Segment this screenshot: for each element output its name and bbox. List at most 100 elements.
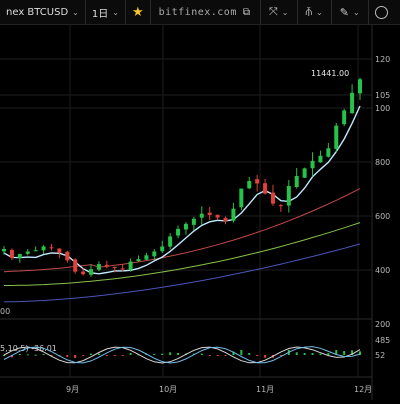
indicator-bar	[359, 351, 361, 355]
candle-body	[278, 205, 283, 207]
candle-body	[89, 269, 94, 275]
price-chart[interactable]: 11441.00 00 120 105 100 800 600 400 200 …	[0, 25, 400, 400]
moving-average-xlong	[3, 243, 361, 303]
toolbar-divider	[296, 0, 298, 24]
indicator-bar	[34, 354, 37, 356]
favorite-button[interactable]: ★	[126, 0, 150, 24]
candle-body	[2, 249, 6, 252]
indicator-bar	[216, 355, 219, 356]
indicator-axis-tick: 485	[375, 336, 390, 345]
indicator-bar	[351, 350, 354, 355]
indicator-bar	[303, 353, 306, 355]
last-price-label: 11441.00	[311, 69, 349, 78]
candle-body	[176, 228, 181, 236]
moving-average-short	[3, 105, 361, 275]
candle-body	[326, 148, 331, 157]
candle-body	[33, 250, 38, 252]
candle-body	[136, 259, 141, 262]
indicator-bar	[279, 355, 282, 356]
indicator-bar	[129, 353, 132, 355]
candle-body	[9, 249, 14, 258]
interval-label: 1日	[91, 8, 109, 20]
indicator-bar	[42, 354, 45, 355]
candle-body	[112, 266, 117, 268]
indicator-line-main	[3, 346, 361, 364]
indicator-bar	[232, 351, 235, 355]
indicator-bar	[161, 353, 164, 355]
indicator-bar	[240, 350, 243, 355]
candle-body	[191, 218, 196, 225]
chevron-down-icon: ⌄	[316, 7, 323, 17]
candle-body	[160, 246, 165, 252]
candle-body	[223, 217, 228, 222]
exchange-site-label: bitfinex.com	[158, 6, 237, 18]
line-chart-icon: ⫚	[305, 5, 313, 18]
symbol-label: nex BTCUSD	[6, 6, 69, 18]
price-axis-tick: 200	[375, 320, 390, 329]
toolbar-divider	[259, 0, 261, 24]
candle-body	[168, 236, 173, 247]
indicator-bar	[153, 354, 156, 355]
indicator-bar	[248, 353, 251, 355]
candle-body	[183, 223, 188, 230]
indicator-bar	[121, 355, 124, 356]
indicator-bar	[327, 353, 330, 355]
price-axis-tick: 105	[375, 91, 390, 100]
indicator-bar	[66, 355, 69, 357]
crosshair-button[interactable]: ⤧ ⌄	[261, 0, 297, 24]
chevron-down-icon: ⌄	[352, 7, 360, 17]
indicator-bar	[264, 355, 267, 358]
candle-body	[73, 259, 78, 272]
candle-body	[231, 208, 236, 221]
clear-drawings-button[interactable]	[369, 0, 394, 24]
symbol-selector[interactable]: nex BTCUSD ⌄	[0, 0, 85, 24]
time-axis-tick: 11月	[256, 385, 274, 394]
candle-body	[318, 155, 323, 163]
candlestick-series	[2, 77, 362, 277]
moving-average-long	[4, 222, 361, 286]
candle-body	[286, 186, 291, 206]
indicator-bar	[224, 355, 227, 356]
toolbar-divider	[84, 0, 86, 24]
indicator-bar	[311, 353, 314, 355]
indicator-bar	[50, 355, 53, 356]
indicator-axis-tick: 52	[375, 351, 385, 360]
indicator-bar	[169, 352, 172, 355]
candle-body	[96, 264, 101, 270]
candle-body	[215, 214, 220, 218]
toolbar-divider	[124, 0, 126, 24]
pencil-icon: ✎	[339, 5, 349, 19]
candle-body	[81, 271, 86, 275]
chart-canvas[interactable]: 11441.00 00 120 105 100 800 600 400 200 …	[0, 25, 400, 400]
candle-body	[342, 110, 347, 125]
chart-type-button[interactable]: ⫚ ⌄	[298, 0, 331, 24]
toolbar-divider	[330, 0, 332, 24]
star-icon: ★	[131, 4, 144, 20]
candle-body	[49, 247, 54, 249]
candle-body	[199, 213, 204, 218]
indicator-bar	[200, 353, 203, 355]
cancel-icon	[374, 5, 388, 19]
candle-body	[294, 175, 299, 188]
candle-body	[270, 192, 275, 204]
candle-body	[57, 248, 62, 253]
moving-average-mid	[3, 188, 361, 273]
chart-grid	[0, 25, 372, 377]
indicator-bar	[10, 355, 13, 358]
price-axis-tick: 120	[375, 55, 390, 64]
candle-body	[239, 188, 244, 208]
interval-selector[interactable]: 1日 ⌄	[86, 0, 125, 24]
candle-body	[334, 125, 339, 149]
candle-body	[255, 179, 260, 184]
indicator-bar	[343, 351, 346, 355]
drawing-tool-button[interactable]: ✎ ⌄	[332, 0, 368, 24]
price-axis: 120 105 100 800 600 400 200	[375, 55, 390, 329]
candle-body	[17, 254, 22, 258]
copy-icon: ⧉	[242, 6, 250, 18]
indicator-bar	[177, 353, 180, 355]
indicator-bar	[105, 355, 108, 356]
toolbar-divider	[149, 0, 151, 24]
indicator-bar	[90, 353, 93, 355]
exchange-link[interactable]: bitfinex.com ⧉	[151, 0, 256, 24]
chevron-down-icon: ⌄	[112, 7, 119, 17]
